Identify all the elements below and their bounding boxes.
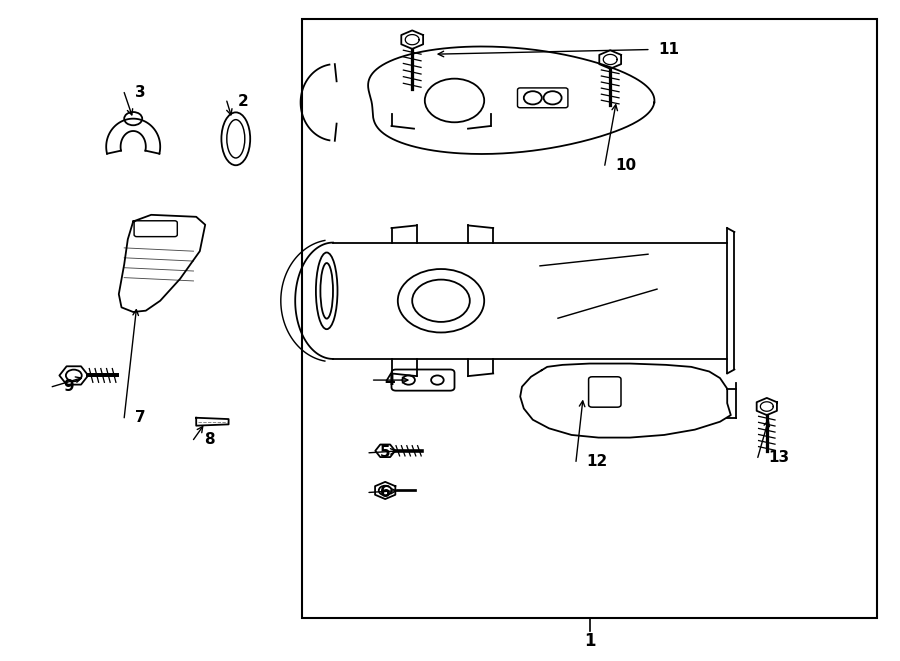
Text: 12: 12 [587,454,608,469]
Text: 9: 9 [63,379,74,394]
Text: 1: 1 [584,632,595,650]
Text: 6: 6 [380,485,391,500]
Text: 5: 5 [380,446,391,460]
Text: 10: 10 [616,158,636,173]
Text: 11: 11 [659,42,680,57]
Bar [302,19,877,618]
Text: 7: 7 [135,410,146,425]
Text: 3: 3 [135,85,146,100]
Text: 8: 8 [204,432,215,447]
Text: 2: 2 [238,94,248,108]
Text: 13: 13 [769,450,789,465]
Text: 4: 4 [384,373,395,387]
